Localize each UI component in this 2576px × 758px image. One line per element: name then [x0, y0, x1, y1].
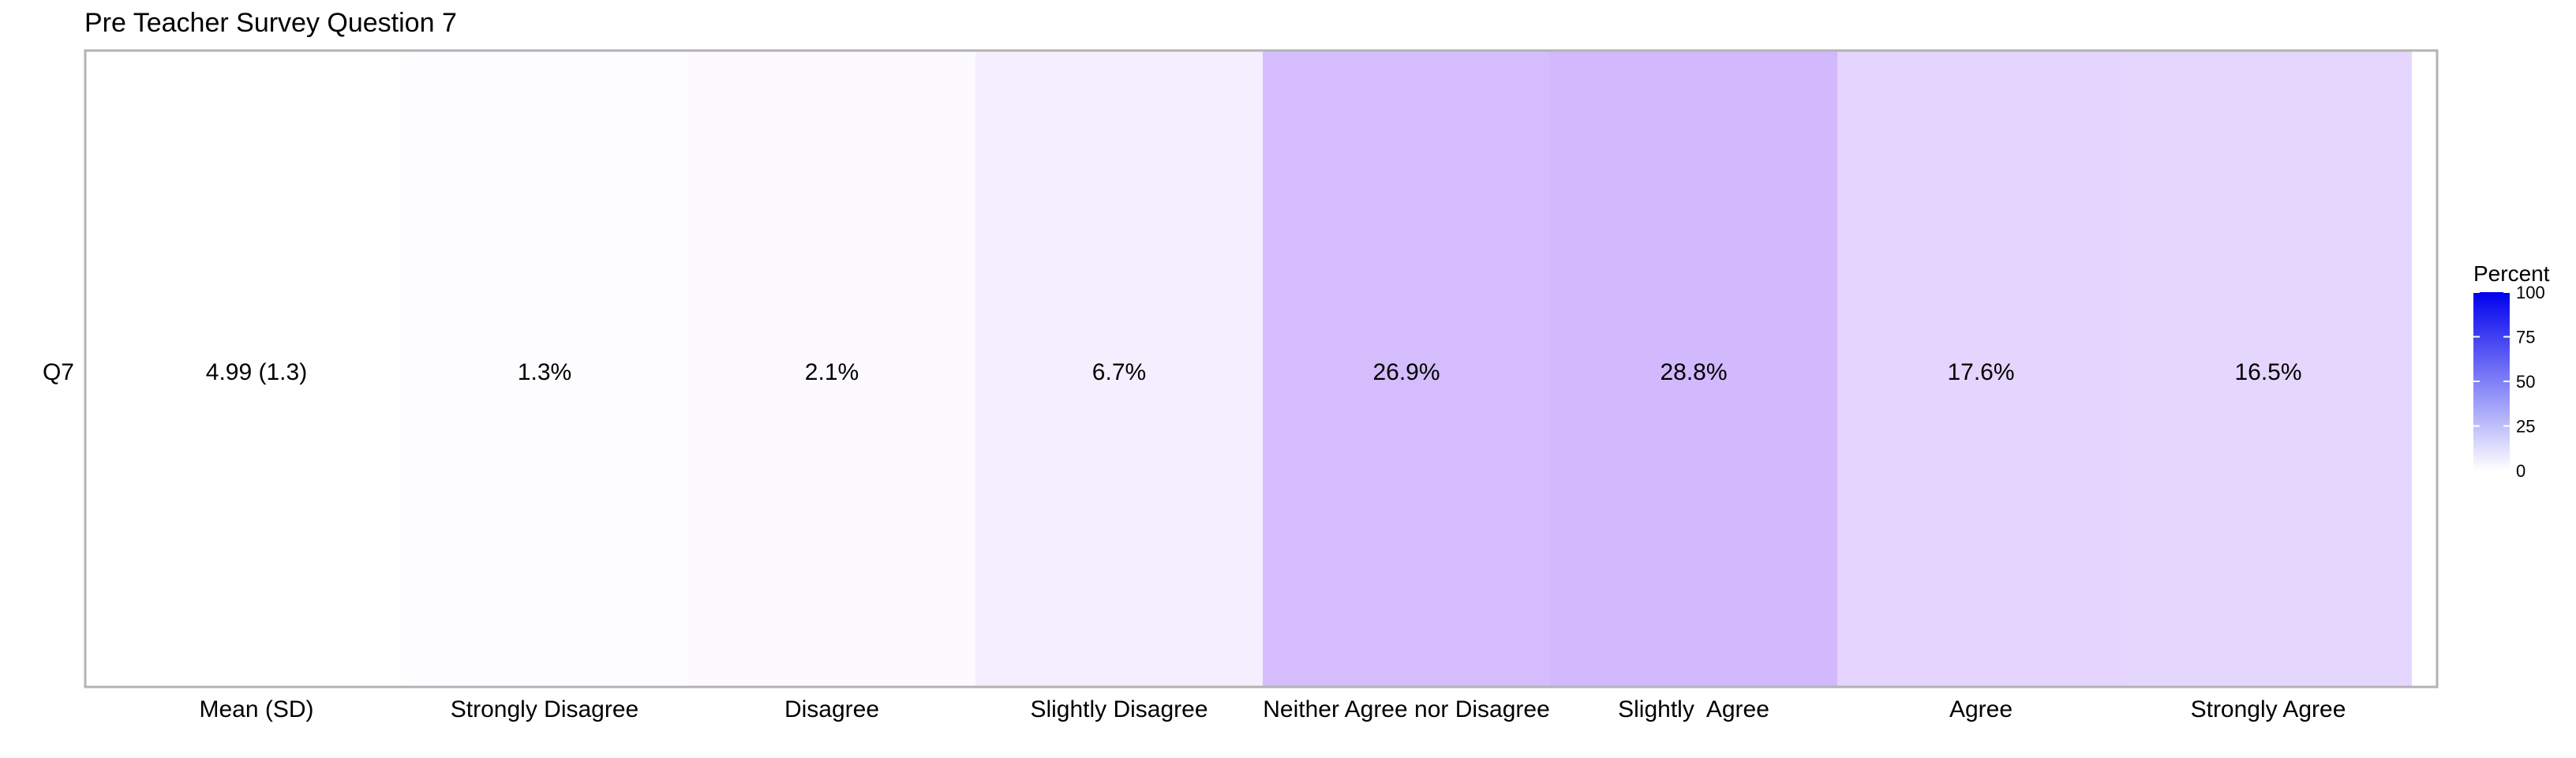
x-tick-label-slightly-disagree: Slightly Disagree	[1030, 696, 1208, 722]
cell-label-neither-agree-nor-disagree: 26.9%	[1372, 359, 1440, 385]
cell-label-slightly-agree: 28.8%	[1660, 359, 1727, 385]
legend-ticks: 0 25 50 75 100	[2473, 283, 2545, 481]
legend-tick-label-0: 0	[2516, 461, 2525, 481]
cell-label-strongly-agree: 16.5%	[2234, 359, 2301, 385]
heatmap-cells	[401, 51, 2412, 687]
heatmap-cell-neither-agree-nor-disagree	[1263, 51, 1550, 687]
legend-title: Percent	[2473, 261, 2550, 286]
legend: Percent 0 25 50 75 100	[2473, 261, 2550, 481]
legend-tick-label-50: 50	[2516, 372, 2535, 392]
legend-tick-label-100: 100	[2516, 283, 2545, 302]
x-tick-label-neither-agree-nor-disagree: Neither Agree nor Disagree	[1263, 696, 1550, 722]
heatmap-cell-slightly-agree	[1550, 51, 1837, 687]
cell-label-slightly-disagree: 6.7%	[1092, 359, 1146, 385]
cell-label-mean-sd: 4.99 (1.3)	[206, 359, 307, 385]
x-tick-label-slightly-agree: Slightly Agree	[1618, 696, 1769, 722]
x-tick-label-agree: Agree	[1949, 696, 2012, 722]
heatmap-cell-disagree	[688, 51, 975, 687]
chart-title: Pre Teacher Survey Question 7	[84, 8, 457, 38]
x-tick-label-strongly-disagree: Strongly Disagree	[451, 696, 638, 722]
heatmap-cell-slightly-disagree	[975, 51, 1263, 687]
legend-tick-label-75: 75	[2516, 328, 2535, 347]
x-tick-label-mean-sd: Mean (SD)	[199, 696, 313, 722]
legend-tick-label-25: 25	[2516, 417, 2535, 437]
heatmap-cell-strongly-agree	[2125, 51, 2412, 687]
heatmap-cell-strongly-disagree	[401, 51, 688, 687]
cell-label-strongly-disagree: 1.3%	[518, 359, 571, 385]
cell-labels: 4.99 (1.3) 1.3% 2.1% 6.7% 26.9% 28.8% 17.6% 16.…	[206, 359, 2302, 385]
y-tick-label-q7: Q7	[43, 359, 74, 385]
cell-label-agree: 17.6%	[1947, 359, 2014, 385]
cell-label-disagree: 2.1%	[805, 359, 859, 385]
heatmap-cell-agree	[1837, 51, 2125, 687]
x-tick-labels: Mean (SD) Strongly Disagree Disagree Slight…	[199, 696, 2346, 722]
plot-frame	[84, 49, 2439, 689]
x-tick-label-strongly-agree: Strongly Agree	[2191, 696, 2346, 722]
x-tick-label-disagree: Disagree	[784, 696, 879, 722]
